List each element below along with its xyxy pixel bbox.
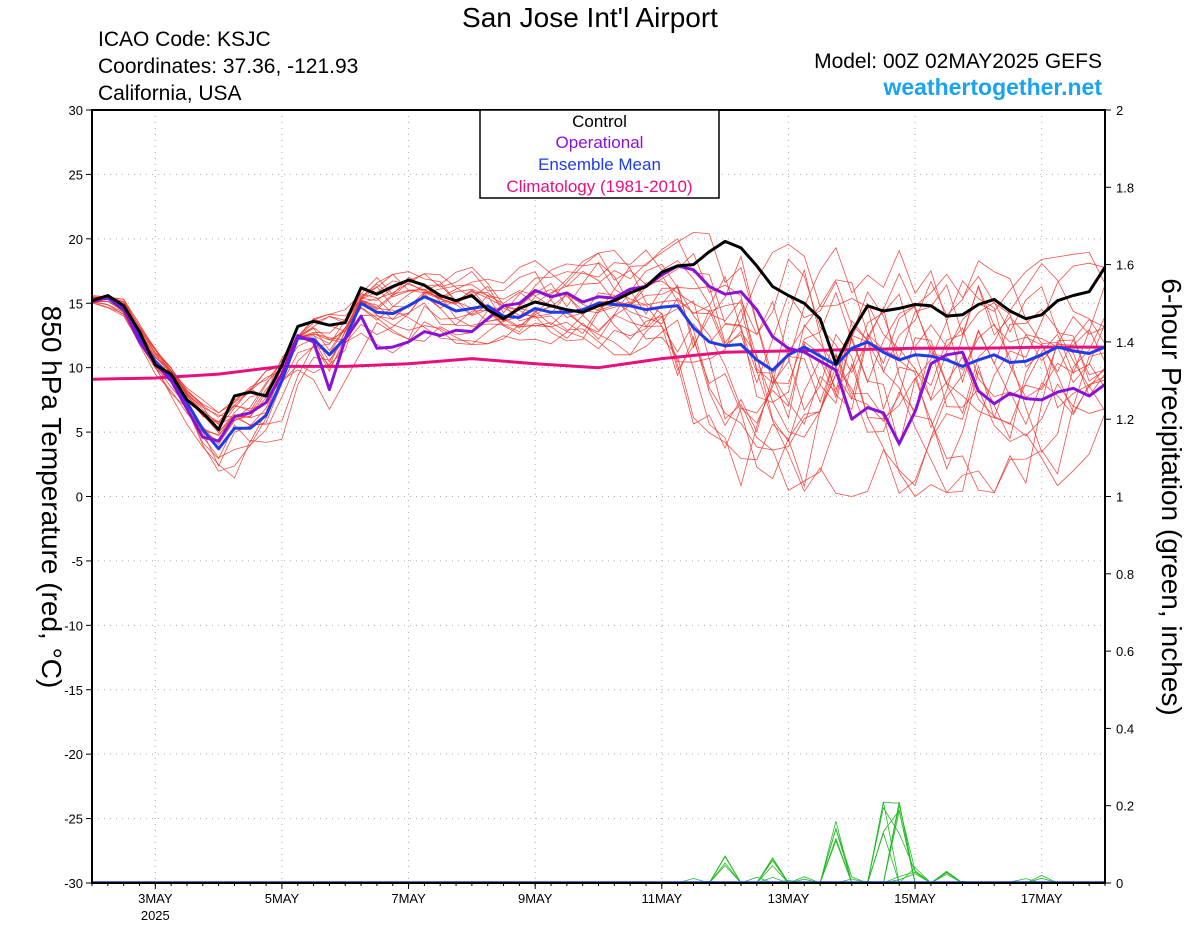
precip-peak-line [756, 857, 789, 884]
y-tick-label: 5 [76, 425, 83, 440]
operational-line [91, 264, 1106, 446]
y2-tick-label: 1.4 [1116, 335, 1134, 350]
y-tick-label: 25 [69, 167, 83, 182]
y-tick-label: -5 [71, 554, 83, 569]
y2-tick-label: 1.6 [1116, 258, 1134, 273]
y2-tick-label: 1.8 [1116, 180, 1134, 195]
ensemble-member-line [91, 262, 1106, 495]
x-tick-label: 3MAY [138, 891, 173, 906]
y-tick-label: -30 [64, 876, 83, 891]
precip-member-line [92, 811, 1105, 884]
x-tick-label: 7MAY [391, 891, 426, 906]
precip-member-line [92, 831, 1105, 884]
y-tick-label: 10 [69, 361, 83, 376]
ensemble-member-line [91, 255, 1106, 472]
x-tick-label: 15MAY [894, 891, 936, 906]
left-axis-ticks: 30 25 20 15 10 5 0 -5 -10 -15 -20 -25 -30 [64, 103, 92, 891]
y-tick-label: 20 [69, 232, 83, 247]
ensemble-member-line [91, 231, 1106, 487]
y2-tick-label: 0.2 [1116, 799, 1134, 814]
y2-tick-label: 1 [1116, 490, 1123, 505]
x-tick-label: 13MAY [768, 891, 810, 906]
precip-peak-line [883, 801, 916, 884]
plot-frame [91, 109, 1106, 884]
precip-peak-line [819, 821, 853, 884]
y-tick-label: 0 [76, 490, 83, 505]
precip-peak-line [930, 870, 963, 884]
precip-member-line [92, 806, 1105, 884]
ensemble-member-line [91, 253, 1106, 497]
precipitation-series [92, 801, 1105, 884]
y-tick-label: 30 [69, 103, 83, 118]
control-line [91, 239, 1107, 431]
x-axis-ticks: 3MAY 2025 5MAY 7MAY 9MAY 11MAY 13MAY 15MAY 17MAY [91, 883, 1106, 923]
x-tick-label: 5MAY [265, 891, 300, 906]
ensemble-members [91, 231, 1106, 498]
site-link[interactable]: weathertogether.net [883, 74, 1102, 100]
ensemble-member-line [91, 243, 1106, 437]
precip-member-line [92, 809, 1105, 884]
y2-tick-label: 0.6 [1116, 644, 1134, 659]
y-tick-label: -25 [64, 812, 83, 827]
region-text: California, USA [98, 82, 242, 105]
ensemble-member-line [91, 238, 1106, 460]
y-tick-label: -20 [64, 747, 83, 762]
precip-member-line [92, 855, 1105, 884]
y2-tick-label: 0.8 [1116, 567, 1134, 582]
x-tick-label: 11MAY [641, 891, 682, 906]
precip-peak-line [898, 866, 932, 884]
chart-title: San Jose Int'l Airport [462, 2, 718, 33]
ensemble-member-line [91, 252, 1106, 494]
legend-climatology: Climatology (1981-2010) [506, 177, 692, 196]
grid-lines [92, 110, 1105, 883]
y2-tick-label: 2 [1116, 103, 1123, 118]
right-axis-label: 6-hour Precipitation (green, inches) [1156, 278, 1187, 715]
precip-peak-line [708, 855, 742, 884]
ensemble-member-line [91, 273, 1106, 467]
legend-box [479, 109, 720, 199]
coordinates-text: Coordinates: 37.36, -121.93 [98, 55, 359, 78]
precip-member-line [92, 859, 1105, 884]
model-run-text: Model: 00Z 02MAY2025 GEFS [814, 50, 1102, 73]
x-tick-label: 9MAY [518, 891, 553, 906]
x-tick-year: 2025 [141, 908, 170, 923]
right-axis-ticks: 2 1.8 1.6 1.4 1.2 1 0.8 0.6 0.4 0.2 0 [1105, 103, 1134, 891]
left-axis-label: 850 hPa Temperature (red, °C) [36, 306, 67, 689]
icao-code-text: ICAO Code: KSJC [98, 28, 271, 51]
x-tick-label: 17MAY [1021, 891, 1063, 906]
y2-tick-label: 0.4 [1116, 721, 1134, 736]
y-tick-label: 15 [69, 296, 83, 311]
y-tick-label: -10 [64, 618, 83, 633]
y-tick-label: -15 [64, 683, 83, 698]
legend: Control Operational Ensemble Mean Climat… [479, 109, 720, 199]
precip-member-line [92, 827, 1105, 884]
y2-tick-label: 0 [1116, 876, 1123, 891]
precip-member-line [92, 802, 1105, 884]
climatology-line [91, 345, 1105, 381]
ensemble-mean-line [91, 295, 1106, 451]
legend-operational: Operational [556, 133, 644, 152]
ensemble-member-line [91, 280, 1106, 494]
precip-peak-line [867, 801, 900, 884]
precip-member-line [92, 805, 1105, 884]
y2-tick-label: 1.2 [1116, 412, 1134, 427]
legend-ensemble-mean: Ensemble Mean [538, 155, 661, 174]
legend-control: Control [572, 112, 627, 131]
